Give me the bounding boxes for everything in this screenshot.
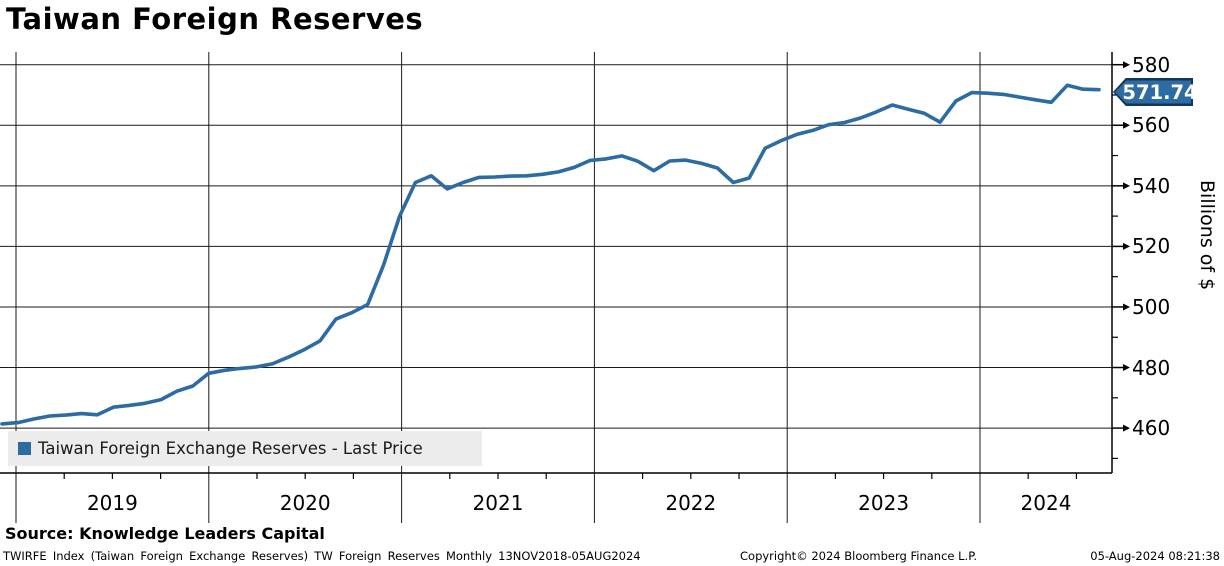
y-tick-label: 580	[1132, 52, 1171, 77]
y-tick-label: 540	[1132, 173, 1171, 198]
source-credit: Source: Knowledge Leaders Capital	[5, 524, 325, 543]
y-axis-label: Billions of $	[1196, 180, 1218, 291]
legend-series-marker-icon	[18, 442, 31, 455]
x-tick-label: 2020	[279, 491, 331, 515]
x-tick-label: 2019	[86, 491, 138, 515]
legend-series-label: Taiwan Foreign Exchange Reserves - Last …	[38, 439, 423, 458]
y-tick-label: 500	[1132, 294, 1171, 319]
copyright-notice: Copyright© 2024 Bloomberg Finance L.P.	[740, 549, 977, 563]
x-tick-label: 2023	[858, 491, 910, 515]
last-price-badge-fill	[1115, 80, 1191, 104]
x-tick-label: 2022	[665, 491, 717, 515]
legend: Taiwan Foreign Exchange Reserves - Last …	[8, 431, 482, 466]
y-tick-label: 460	[1132, 416, 1171, 441]
last-price-badge: 571.74	[1113, 78, 1198, 106]
y-tick-label: 520	[1132, 234, 1171, 259]
chart-title: Taiwan Foreign Reserves	[6, 2, 424, 36]
x-tick-label: 2024	[1020, 491, 1072, 515]
timestamp: 05-Aug-2024 08:21:38	[1090, 549, 1220, 563]
x-tick-label: 2021	[472, 491, 524, 515]
ticker-description: TWIRFE Index (Taiwan Foreign Exchange Re…	[3, 549, 641, 563]
y-tick-label: 560	[1132, 113, 1171, 138]
y-tick-label: 480	[1132, 355, 1171, 380]
last-price-value: 571.74	[1122, 80, 1198, 104]
